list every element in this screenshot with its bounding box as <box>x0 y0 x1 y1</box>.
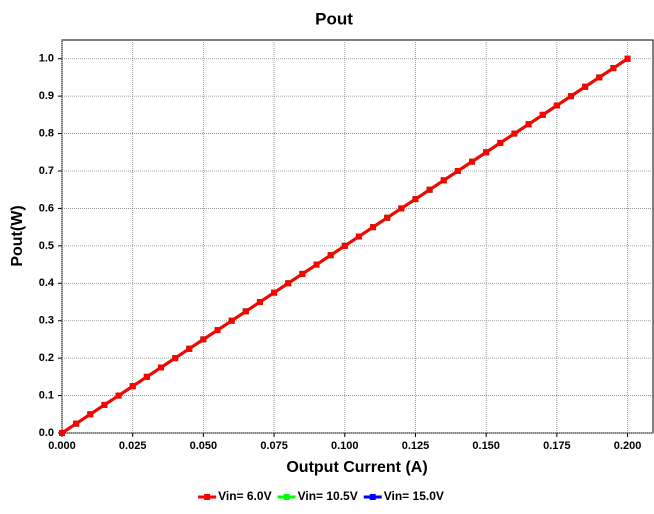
y-tick-label: 0.0 <box>39 427 54 439</box>
data-point <box>73 420 80 427</box>
data-point <box>483 149 490 156</box>
legend-label: Vin= 10.5V <box>298 489 358 503</box>
legend-marker <box>204 494 211 500</box>
y-tick-label: 0.8 <box>39 127 54 139</box>
data-point <box>398 205 405 212</box>
data-point <box>497 139 504 146</box>
data-point <box>610 65 617 72</box>
y-tick-label: 0.1 <box>39 389 54 401</box>
legend-marker <box>283 494 290 500</box>
data-point <box>228 317 235 324</box>
data-point <box>355 233 362 240</box>
x-tick-label: 0.075 <box>260 440 288 452</box>
data-point <box>624 55 631 62</box>
data-point <box>271 289 278 296</box>
data-point <box>129 383 136 390</box>
legend-label: Vin= 6.0V <box>218 489 271 503</box>
data-point <box>285 280 292 287</box>
data-point <box>115 392 122 399</box>
x-tick-label: 0.100 <box>331 440 359 452</box>
data-point <box>157 364 164 371</box>
data-point <box>242 308 249 315</box>
legend-item: Vin= 15.0V <box>363 489 444 503</box>
data-point <box>596 74 603 81</box>
data-point <box>525 121 532 128</box>
x-tick-label: 0.125 <box>402 440 430 452</box>
data-point <box>256 299 263 305</box>
y-axis-label: Pout(W) <box>9 205 26 266</box>
legend-item: Vin= 6.0V <box>198 489 272 503</box>
legend-marker <box>369 494 376 500</box>
x-axis-label: Output Current (A) <box>286 459 427 476</box>
data-point <box>313 261 320 268</box>
legend-label: Vin= 15.0V <box>384 489 444 503</box>
data-point <box>214 327 221 334</box>
y-tick-label: 0.4 <box>39 277 55 289</box>
data-point <box>582 83 589 90</box>
data-point <box>553 102 560 109</box>
data-point <box>384 214 391 221</box>
data-point <box>412 196 419 203</box>
data-point <box>426 186 433 193</box>
data-point <box>539 111 546 118</box>
chart-title: Pout <box>315 9 353 28</box>
data-point <box>143 373 150 380</box>
data-point <box>101 401 108 408</box>
data-point <box>469 158 476 165</box>
data-point <box>172 355 179 362</box>
data-point <box>454 168 461 174</box>
data-point <box>567 93 574 100</box>
x-tick-label: 0.000 <box>48 440 76 452</box>
data-point <box>327 252 334 259</box>
data-point <box>299 270 306 277</box>
legend-item: Vin= 10.5V <box>277 489 358 503</box>
y-tick-label: 0.5 <box>39 240 54 252</box>
y-tick-label: 0.9 <box>39 90 54 102</box>
data-point <box>511 130 518 137</box>
x-tick-label: 0.150 <box>472 440 500 452</box>
y-tick-label: 0.7 <box>39 165 54 177</box>
x-tick-label: 0.175 <box>543 440 571 452</box>
data-point <box>440 177 447 184</box>
data-point <box>341 242 348 249</box>
data-point <box>370 224 377 231</box>
data-point <box>200 336 207 343</box>
data-point <box>87 411 94 418</box>
x-tick-label: 0.200 <box>614 440 642 452</box>
x-tick-label: 0.025 <box>119 440 147 452</box>
y-tick-label: 0.2 <box>39 352 54 364</box>
y-tick-label: 0.3 <box>39 315 54 327</box>
y-tick-label: 0.6 <box>39 202 54 214</box>
data-point <box>59 430 65 436</box>
y-tick-label: 1.0 <box>39 53 54 65</box>
data-point <box>186 345 193 352</box>
x-tick-label: 0.050 <box>190 440 218 452</box>
